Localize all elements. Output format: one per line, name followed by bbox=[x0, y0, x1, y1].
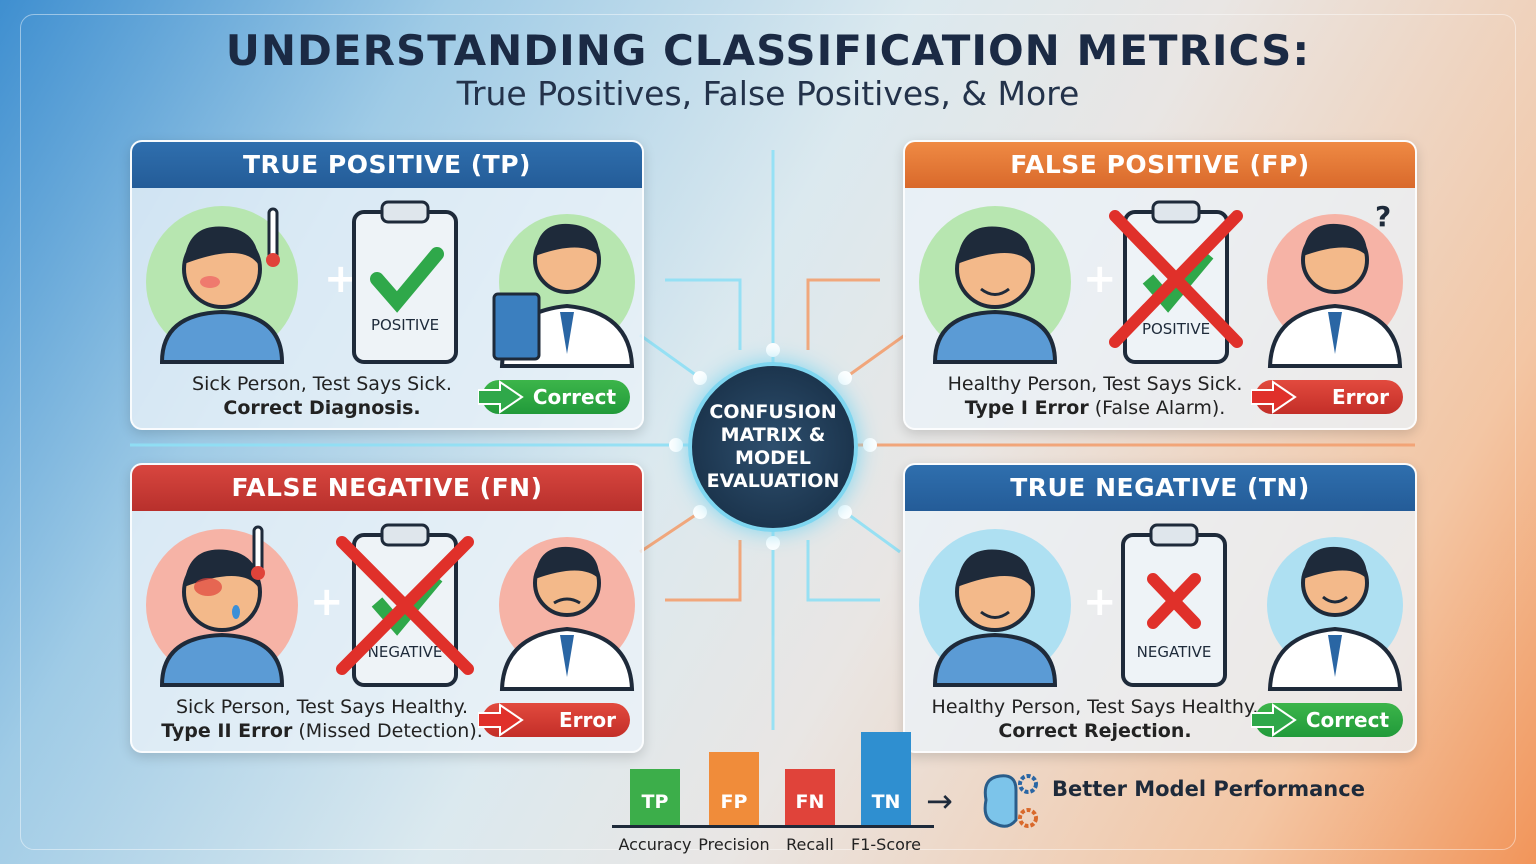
arrow-icon bbox=[478, 380, 524, 414]
caption-line: Sick Person, Test Says Healthy. bbox=[175, 696, 469, 718]
healthy-person-icon bbox=[932, 549, 1058, 687]
bar-tp: TP bbox=[630, 769, 680, 825]
svg-text:+: + bbox=[324, 256, 358, 302]
panel-true-negative: TRUE NEGATIVE (TN) + NEGATIVE Healthy Pe… bbox=[903, 463, 1417, 753]
caption: Sick Person, Test Says Healthy. Type II E… bbox=[152, 695, 492, 743]
confused-doctor-icon: ? bbox=[1267, 200, 1403, 368]
arrow-icon bbox=[1251, 380, 1297, 414]
doctor-icon bbox=[1267, 546, 1403, 691]
panel-header: FALSE NEGATIVE (FN) bbox=[132, 465, 642, 511]
panel-false-negative: FALSE NEGATIVE (FN) + NEGATIVE Sick Pers… bbox=[130, 463, 644, 753]
arrow-right-icon: → bbox=[926, 782, 953, 820]
caption-line: Sick Person, Test Says Sick. bbox=[192, 373, 452, 395]
caption-bold: Type II Error bbox=[161, 720, 293, 742]
panel-header: TRUE POSITIVE (TP) bbox=[132, 142, 642, 188]
sick-person-icon bbox=[159, 207, 285, 364]
bar-label: Accuracy bbox=[618, 835, 692, 854]
caption: Healthy Person, Test Says Healthy. Correc… bbox=[910, 695, 1280, 743]
clipboard-icon bbox=[352, 200, 458, 364]
illustration: + NEGATIVE bbox=[146, 523, 635, 691]
clipboard-label: POSITIVE bbox=[1142, 320, 1210, 338]
baseline bbox=[612, 825, 934, 828]
clipboard-icon bbox=[1121, 523, 1227, 687]
panel-header: TRUE NEGATIVE (TN) bbox=[905, 465, 1415, 511]
red-x-icon bbox=[1147, 573, 1201, 629]
result-badge-correct: Correct bbox=[478, 380, 630, 414]
bar-label: Precision bbox=[698, 835, 770, 854]
panel-true-positive: TRUE POSITIVE (TP) + POSITIVE Sick Perso… bbox=[130, 140, 644, 430]
frame bbox=[20, 14, 1516, 850]
bar-fp: FP bbox=[709, 752, 759, 825]
caption-line: Healthy Person, Test Says Sick. bbox=[947, 373, 1243, 395]
bar-tn: TN bbox=[861, 732, 911, 825]
main-title: UNDERSTANDING CLASSIFICATION METRICS: bbox=[225, 26, 1311, 75]
illustration: + NEGATIVE bbox=[919, 523, 1403, 691]
clipboard-label: POSITIVE bbox=[371, 316, 439, 334]
result-badge-error: Error bbox=[1251, 380, 1403, 414]
bar-label: Recall bbox=[786, 835, 834, 854]
caption-rest: (Missed Detection). bbox=[292, 720, 483, 742]
caption-line: Healthy Person, Test Says Healthy. bbox=[931, 696, 1259, 718]
panel-false-positive: FALSE POSITIVE (FP) + POSITIVE ? Healthy… bbox=[903, 140, 1417, 430]
confusion-matrix-hub: CONFUSION MATRIX & MODEL EVALUATION bbox=[688, 362, 858, 532]
bar-fn: FN bbox=[785, 769, 835, 825]
svg-text:?: ? bbox=[1375, 200, 1391, 233]
caption-bold: Correct Diagnosis. bbox=[223, 397, 421, 419]
arrow-icon bbox=[1251, 703, 1297, 737]
subtitle: True Positives, False Positives, & More bbox=[456, 74, 1080, 113]
svg-text:+: + bbox=[310, 579, 344, 625]
svg-text:+: + bbox=[1083, 256, 1117, 302]
bar-label: F1-Score bbox=[851, 835, 921, 854]
result-badge-error: Error bbox=[478, 703, 630, 737]
healthy-person-icon bbox=[932, 226, 1058, 364]
caption: Sick Person, Test Says Sick. Correct Diag… bbox=[152, 372, 492, 420]
sad-doctor-icon bbox=[499, 546, 635, 691]
better-model-performance: Better Model Performance bbox=[1052, 777, 1365, 801]
doctor-icon bbox=[492, 223, 635, 368]
caption-bold: Correct Rejection. bbox=[998, 720, 1192, 742]
clipboard-label: NEGATIVE bbox=[1137, 643, 1212, 661]
red-x-icon bbox=[336, 536, 474, 675]
sick-person-icon bbox=[159, 525, 285, 687]
panel-header: FALSE POSITIVE (FP) bbox=[905, 142, 1415, 188]
arrow-icon bbox=[478, 703, 524, 737]
caption: Healthy Person, Test Says Sick. Type I Er… bbox=[925, 372, 1265, 420]
red-x-icon bbox=[1109, 210, 1243, 348]
clipboard-label: NEGATIVE bbox=[368, 643, 443, 661]
result-badge-correct: Correct bbox=[1251, 703, 1403, 737]
illustration: + POSITIVE ? bbox=[919, 200, 1403, 368]
caption-rest: (False Alarm). bbox=[1088, 397, 1226, 419]
illustration: + POSITIVE bbox=[146, 200, 635, 368]
brain-gears-icon bbox=[983, 774, 1038, 828]
caption-bold: Type I Error bbox=[964, 397, 1089, 419]
svg-text:+: + bbox=[1083, 579, 1117, 625]
